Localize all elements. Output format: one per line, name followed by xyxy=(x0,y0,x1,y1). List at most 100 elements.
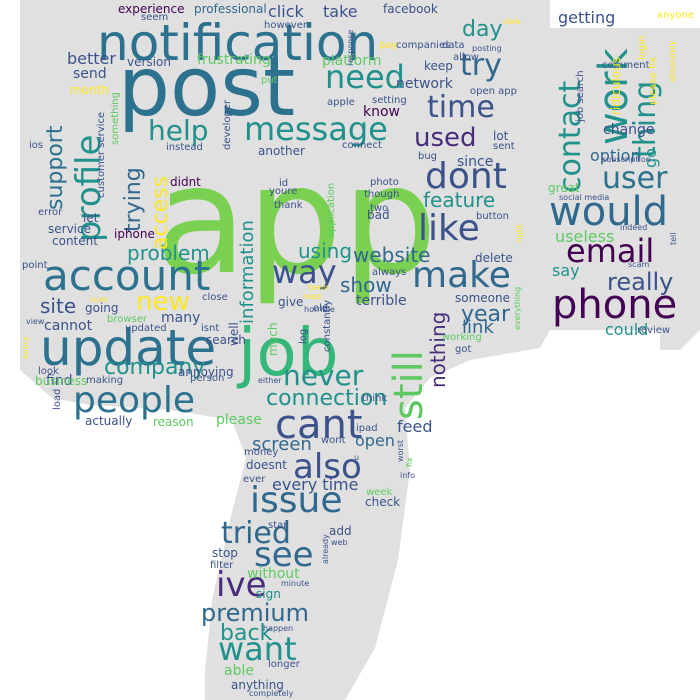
word-companies: companies xyxy=(396,40,450,51)
word-give: give xyxy=(278,295,303,309)
word-way: way xyxy=(272,253,337,291)
word-doesnt: doesnt xyxy=(246,458,287,472)
word-bad: bad xyxy=(367,208,390,222)
word-company: company xyxy=(104,355,205,380)
word-access: access xyxy=(148,176,173,250)
word-problem: problem xyxy=(127,241,210,265)
word-star: star xyxy=(268,520,288,531)
word-know: know xyxy=(363,104,400,120)
word-info: info xyxy=(400,471,415,480)
word-didnt: didnt xyxy=(170,175,201,189)
word-business: business xyxy=(35,374,87,388)
word-contact: contact xyxy=(553,80,588,193)
word-still: still xyxy=(386,350,432,420)
word-log: log xyxy=(298,329,309,344)
word-working: working xyxy=(442,332,482,343)
word-indeed: indeed xyxy=(620,223,647,232)
word-old: old xyxy=(313,303,328,314)
word-reason: reason xyxy=(153,415,194,429)
word-feed: feed xyxy=(397,417,432,436)
word-sent: sent xyxy=(493,141,515,152)
word-constantly: constantly xyxy=(322,300,333,352)
word-using: using xyxy=(298,239,352,263)
word-horrible: horrible xyxy=(304,305,335,314)
word-terrible: terrible xyxy=(356,293,407,309)
word-close: close xyxy=(202,292,228,303)
word-developer: developer xyxy=(222,99,233,150)
word-day: day xyxy=(462,17,502,42)
word-comment: comment xyxy=(602,60,650,71)
word-youre: youre xyxy=(269,186,297,197)
word-fix: fix xyxy=(405,457,414,467)
word-support: support xyxy=(43,125,68,210)
word-team: team xyxy=(308,283,329,292)
word-anything: anything xyxy=(231,678,284,692)
word-click: click xyxy=(268,2,304,21)
word-time: time xyxy=(427,90,495,125)
word-put: put xyxy=(261,75,278,86)
word-every-time: every time xyxy=(272,475,358,494)
word-link: link xyxy=(462,317,494,338)
word-like: like xyxy=(418,208,480,249)
word-job-search: job search xyxy=(575,70,586,123)
word-isnt: isnt xyxy=(201,323,219,334)
word-delete: delete xyxy=(475,251,513,265)
word-going: going xyxy=(85,301,119,315)
word-try: try xyxy=(460,48,502,83)
word-open-app: open app xyxy=(470,86,517,97)
word-job: job xyxy=(236,314,339,391)
word-better: better xyxy=(67,49,116,68)
word-load: load xyxy=(52,389,63,410)
word-make: make xyxy=(412,255,511,296)
word-please: please xyxy=(216,412,262,428)
word-service: service xyxy=(48,222,91,236)
word-new: new xyxy=(136,287,190,317)
word-posting: posting xyxy=(472,44,502,53)
word-allow: allow xyxy=(453,52,479,63)
word-slow: slow xyxy=(503,17,521,26)
word-platform: platform xyxy=(322,53,382,69)
word-customer-service: customer service xyxy=(96,112,107,198)
word-anyone: anyone xyxy=(657,10,694,21)
word-either: either xyxy=(258,376,282,385)
word-open: open xyxy=(355,431,395,450)
word-think: think xyxy=(362,393,387,404)
word-please-fix: please fix xyxy=(648,57,659,105)
word-cannot: cannot xyxy=(44,318,93,334)
word-frustrating: frustrating xyxy=(197,52,271,68)
word-response: response xyxy=(346,30,355,66)
word-search: search xyxy=(206,333,246,347)
word-content: content xyxy=(52,234,98,248)
word-sign: sign xyxy=(256,587,281,601)
word-already: already xyxy=(321,534,330,564)
word-subscription: subscription xyxy=(602,155,651,164)
word-longer: longer xyxy=(268,659,301,670)
word-dont: dont xyxy=(425,156,507,197)
word-feature: feature xyxy=(423,188,495,212)
word-ipad: ipad xyxy=(356,423,378,434)
word-though: though xyxy=(364,189,399,200)
word-lot: lot xyxy=(493,129,509,143)
word-tell: tell xyxy=(669,232,678,245)
word-find: find xyxy=(46,373,73,389)
word-tried: tried xyxy=(221,516,291,551)
word-ever: ever xyxy=(243,474,266,485)
word-view: view xyxy=(26,317,45,326)
word-apple: apple xyxy=(327,97,355,108)
word-web: web xyxy=(331,538,348,547)
word-take: take xyxy=(323,2,358,21)
word-help: help xyxy=(148,114,209,147)
word-two: two xyxy=(370,203,388,214)
word-facebook: facebook xyxy=(383,2,438,16)
word-error: error xyxy=(38,207,63,218)
word-add: add xyxy=(329,524,352,538)
word-version: version xyxy=(127,55,171,69)
word-social-media: social media xyxy=(559,193,609,202)
word-ive: ive xyxy=(216,565,267,605)
word-message: message xyxy=(244,110,388,148)
word-iphone: iphone xyxy=(114,227,155,241)
word-could: could xyxy=(605,320,648,339)
word-someone: someone xyxy=(455,291,510,305)
word-much: much xyxy=(266,323,280,357)
